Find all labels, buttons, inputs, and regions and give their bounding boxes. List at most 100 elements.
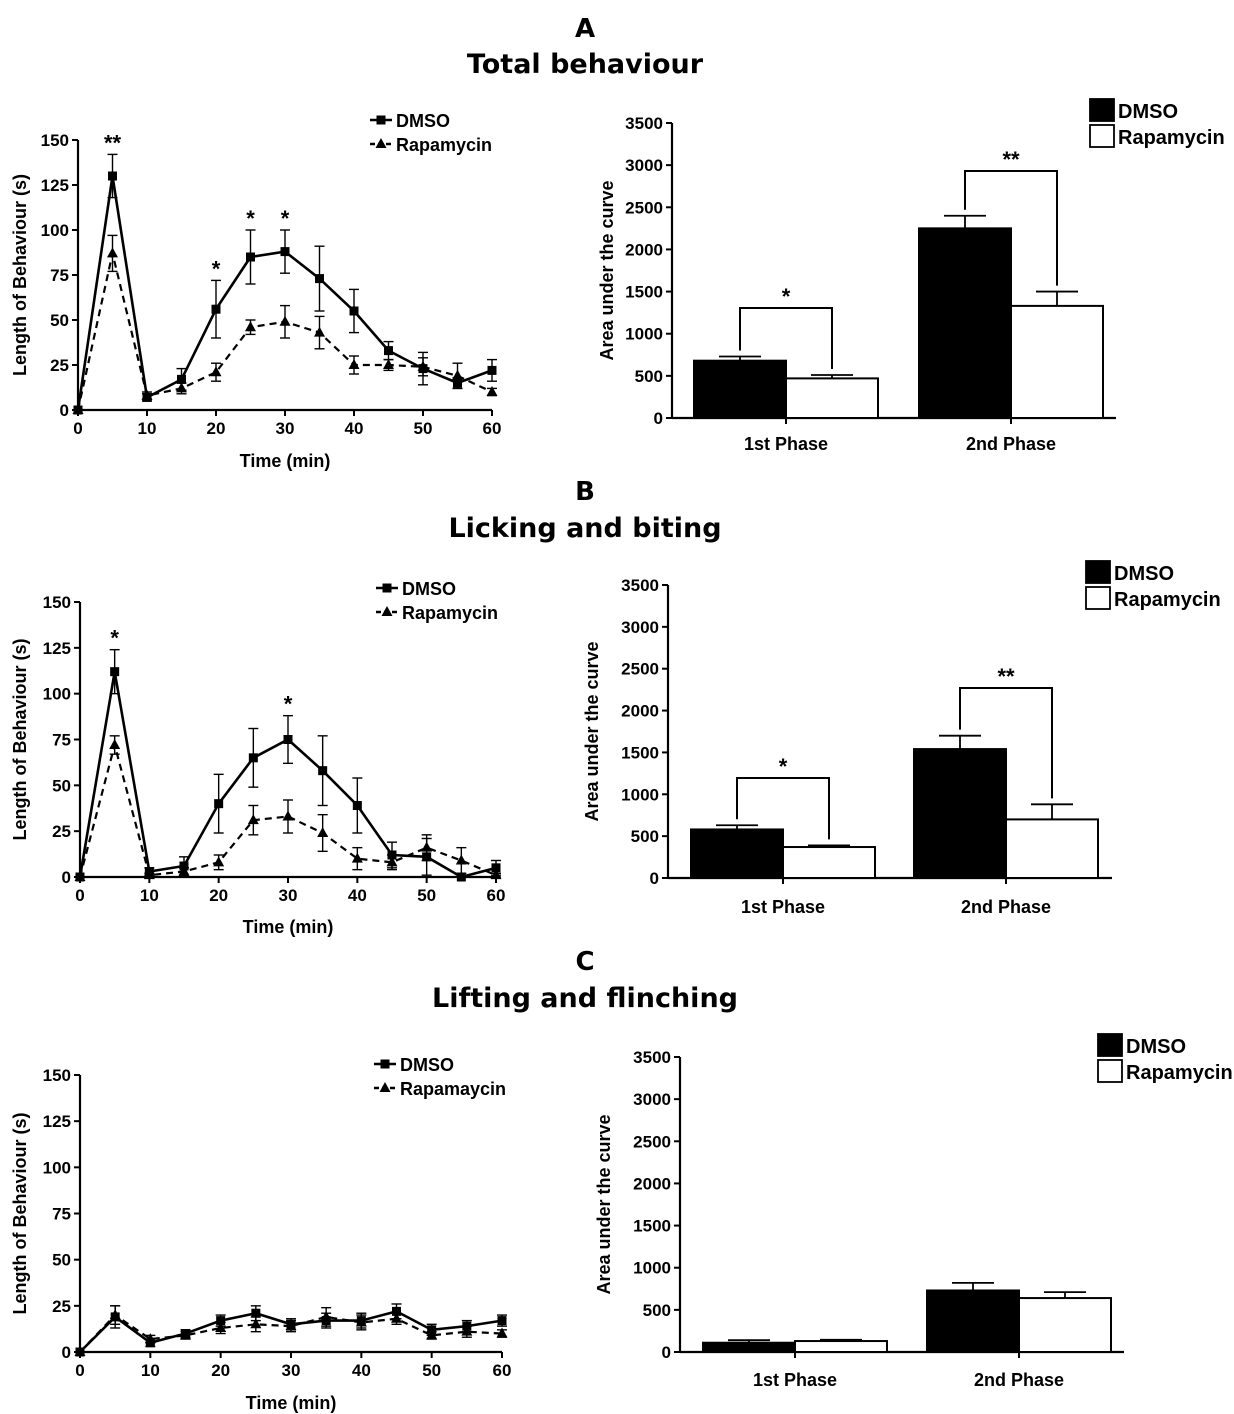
y-tick-label: 2000 [625,240,663,259]
data-point-dmso [110,1312,120,1322]
panel-letter-a: A [575,14,595,44]
y-tick-label: 1000 [625,325,663,344]
data-point-dmso [214,799,224,809]
y-tick-label: 2500 [625,198,663,217]
data-point-dmso [142,392,152,402]
y-tick-label: 2000 [621,702,659,721]
legend-marker [382,583,392,593]
bar-dmso [913,748,1007,880]
y-tick-label: 3000 [625,156,663,175]
bar-legend: DMSO Rapamycin [1089,98,1225,149]
data-point-dmso [251,1308,261,1318]
significance-marker: * [284,692,293,717]
data-point-rapamycin [107,247,118,258]
data-point-dmso [179,861,189,871]
y-tick-label: 500 [643,1301,671,1320]
data-point-dmso [356,1316,366,1326]
panel-letter-c: C [575,947,594,977]
x-tick-label: 10 [140,886,159,905]
line-legend: DMSO Rapamycin [376,579,498,623]
y-axis-label: Length of Behaviour (s) [10,1112,30,1314]
bar-rapamycin [782,846,876,879]
data-point-dmso [280,247,290,257]
data-point-dmso [497,1316,507,1326]
x-tick-label: 0 [75,1361,84,1380]
significance-marker: * [779,754,788,779]
data-point-rapamaycin [496,1327,508,1338]
y-tick-label: 100 [43,685,71,704]
x-tick-label: 40 [345,419,364,438]
y-tick-label: 500 [635,367,663,386]
y-tick-label: 50 [52,776,71,795]
data-point-dmso [283,735,293,744]
data-point-dmso [73,405,83,415]
data-point-rapamycin [279,315,291,326]
y-tick-label: 2500 [633,1132,671,1151]
data-point-dmso [487,365,497,375]
bar-legend: DMSO Rapamycin [1085,560,1221,611]
data-point-dmso [110,667,120,677]
y-tick-label: 1000 [633,1259,671,1278]
legend-swatch-rapamycin [1085,586,1111,610]
data-point-rapamycin [210,366,222,377]
data-point-rapamycin [348,359,360,369]
legend-label-rapamycin: Rapamycin [1126,1062,1233,1084]
data-point-rapamycin [245,321,256,332]
data-point-dmso [392,1306,401,1316]
x-tick-label: 50 [417,886,436,905]
y-tick-label: 150 [43,593,71,612]
bar-dmso [926,1289,1020,1354]
category-label: 2nd Phase [961,897,1051,917]
legend-label-dmso: DMSO [402,579,456,599]
data-point-dmso [108,171,117,181]
x-axis-label: Time (min) [243,917,334,937]
data-point-dmso [352,801,362,810]
bar-dmso [918,227,1012,419]
data-point-rapamycin [282,810,294,821]
y-tick-label: 100 [41,221,69,240]
y-tick-label: 3000 [621,618,659,637]
legend-label-dmso: DMSO [1114,563,1174,585]
x-tick-label: 50 [422,1361,441,1380]
significance-marker: * [281,206,290,231]
legend-swatch-dmso [1097,1033,1123,1057]
x-tick-label: 60 [483,419,502,438]
legend-swatch-dmso [1085,560,1111,584]
data-point-dmso [384,346,393,356]
data-point-rapamycin [213,856,225,867]
legend-marker [376,115,386,125]
legend-label-dmso: DMSO [1126,1036,1186,1058]
significance-marker: ** [997,664,1015,689]
data-point-dmso [387,850,397,860]
data-point-rapamycin [247,814,259,825]
y-tick-label: 3500 [625,114,663,133]
x-tick-label: 40 [352,1361,371,1380]
data-point-rapamycin [351,852,363,863]
data-point-dmso [75,1347,85,1357]
legend-label-rapamycin: Rapamycin [1114,589,1221,611]
legend-marker [379,1082,391,1092]
significance-marker: ** [1002,147,1020,172]
y-axis-label: Area under the curve [582,641,602,821]
data-point-dmso [349,306,359,316]
x-tick-label: 40 [348,886,367,905]
category-label: 1st Phase [753,1370,837,1390]
data-point-dmso [75,872,85,882]
bar-rapamycin [1018,1297,1112,1353]
x-tick-label: 60 [487,886,506,905]
y-axis-label: Area under the curve [594,1114,614,1294]
x-tick-label: 20 [207,419,226,438]
line-chart-c: 0 25 50 75 100 125 150 0 10 20 30 40 50 60 Time (min) L… [10,1055,511,1413]
x-tick-label: 0 [75,886,84,905]
legend-label-rapamycin: Rapamycin [396,135,492,155]
y-tick-label: 0 [60,401,69,420]
data-point-dmso [286,1319,296,1329]
legend-label-dmso: DMSO [400,1055,454,1075]
significance-bracket [736,777,830,840]
y-tick-label: 100 [43,1158,71,1177]
x-tick-label: 10 [138,419,157,438]
y-tick-label: 150 [43,1066,71,1085]
y-tick-label: 1500 [633,1217,671,1236]
significance-bracket [964,170,1058,286]
